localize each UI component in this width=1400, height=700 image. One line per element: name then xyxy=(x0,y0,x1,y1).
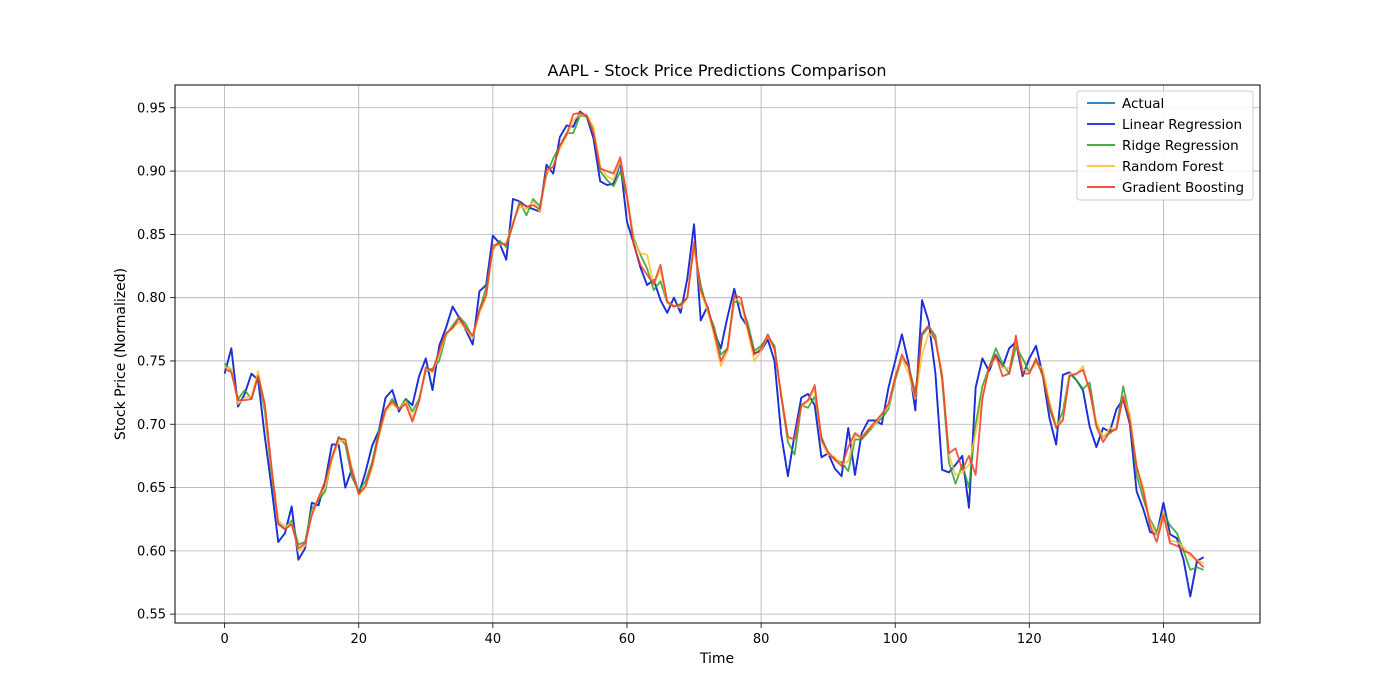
legend-box xyxy=(1076,90,1254,201)
chart-title: AAPL - Stock Price Predictions Compariso… xyxy=(547,61,886,80)
x-tick-label: 20 xyxy=(350,632,367,647)
plot-frame xyxy=(174,84,1261,624)
legend-label: Random Forest xyxy=(1122,159,1224,175)
x-tick-label: 80 xyxy=(753,632,770,647)
y-tick-label: 0.80 xyxy=(137,291,166,306)
x-tick-label: 120 xyxy=(1017,632,1042,647)
x-tick-label: 60 xyxy=(619,632,636,647)
y-tick-label: 0.85 xyxy=(137,228,166,243)
legend-label: Actual xyxy=(1122,96,1164,112)
x-axis-ticks: 0 20 40 60 80 100 120 140 xyxy=(220,623,1176,647)
y-tick-label: 0.55 xyxy=(137,608,166,623)
legend-label: Gradient Boosting xyxy=(1122,180,1244,196)
x-tick-label: 0 xyxy=(220,632,228,647)
x-tick-label: 140 xyxy=(1151,632,1176,647)
series-line-gradient-boosting xyxy=(224,111,1205,568)
y-tick-label: 0.70 xyxy=(137,418,166,433)
legend-label: Linear Regression xyxy=(1122,117,1242,133)
y-tick-label: 0.90 xyxy=(137,165,166,180)
legend: Actual Linear Regression Ridge Regression R… xyxy=(1076,90,1254,201)
legend-label: Ridge Regression xyxy=(1122,138,1239,154)
x-tick-label: 40 xyxy=(485,632,502,647)
y-tick-label: 0.65 xyxy=(137,481,166,496)
x-tick-label: 100 xyxy=(883,632,908,647)
y-tick-label: 0.60 xyxy=(137,544,166,559)
y-axis-ticks: 0.55 0.60 0.65 0.70 0.75 0.80 0.85 0.90 0.95 xyxy=(137,101,175,623)
y-axis-label: Stock Price (Normalized) xyxy=(113,268,129,440)
y-tick-label: 0.75 xyxy=(137,354,166,369)
y-tick-label: 0.95 xyxy=(137,101,166,116)
x-axis-label: Time xyxy=(699,651,734,667)
series-lines xyxy=(223,110,1205,598)
